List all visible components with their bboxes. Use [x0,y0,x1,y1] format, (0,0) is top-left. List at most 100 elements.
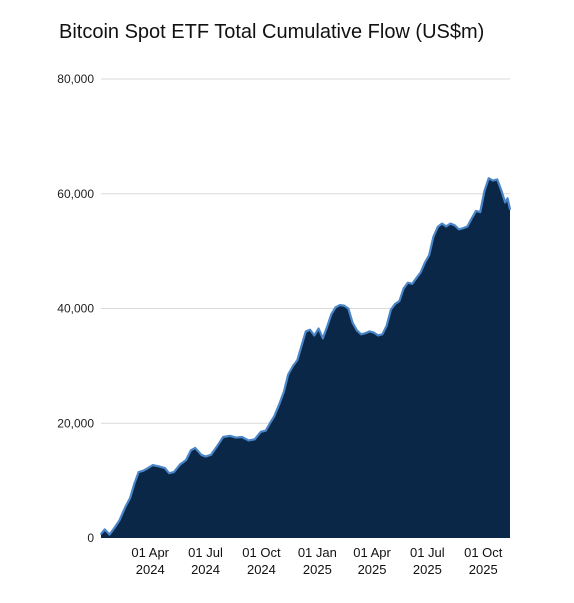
data-point [381,333,384,336]
data-point [124,506,127,508]
data-point [496,178,499,181]
data-point [407,281,409,284]
data-point [394,303,397,305]
x-tick-label-month: 01 Oct [464,545,503,560]
data-point [118,519,121,522]
data-point [347,307,350,310]
x-tick-label-year: 2024 [247,562,276,577]
data-point [355,329,358,332]
data-point [483,189,486,192]
data-point [487,177,490,180]
data-point [504,201,507,204]
data-point [253,438,256,441]
y-tick-label: 0 [87,531,94,545]
data-point [142,469,144,472]
data-point [292,364,294,367]
chart-title: Bitcoin Spot ETF Total Cumulative Flow (… [59,21,485,43]
data-point [458,228,460,231]
data-point [100,533,102,535]
data-point [466,225,469,228]
data-point [402,287,405,290]
y-axis-ticks: 0 20,000 40,000 60,000 80,000 [57,72,94,545]
data-point [313,334,316,337]
data-point [330,313,333,316]
data-point [351,321,354,324]
data-point [398,300,401,302]
data-point [500,189,503,192]
x-tick-label-month: 01 Apr [353,545,391,560]
data-point [372,331,375,334]
data-point [278,402,281,405]
x-tick-label-year: 2025 [469,562,498,577]
data-point [235,436,237,439]
data-point [309,328,311,331]
data-point [326,325,328,328]
data-point [377,334,380,337]
data-point [108,533,111,536]
data-point [179,463,181,466]
x-tick-label-month: 01 Apr [131,545,169,560]
data-point [453,224,456,227]
data-point [222,436,225,438]
data-point [204,455,207,458]
data-point [112,527,115,530]
data-point [103,528,106,531]
data-point [300,344,303,347]
data-point [428,254,431,257]
data-point [173,471,175,473]
data-point [317,327,320,330]
data-point [475,210,477,212]
data-point [241,436,243,438]
x-tick-label-year: 2025 [358,562,387,577]
data-point [264,429,267,432]
x-tick-label-month: 01 Jan [298,545,337,560]
data-point [436,226,439,228]
data-point [129,496,132,499]
y-tick-label: 40,000 [57,302,94,316]
data-point [259,430,262,433]
data-point [304,330,307,333]
data-point [210,453,212,456]
y-tick-label: 20,000 [57,416,94,430]
data-point [424,261,426,264]
data-point [133,482,136,485]
data-point [190,449,192,452]
series-area-fill [101,178,510,538]
data-point [389,308,392,311]
series-area [100,177,512,538]
data-point [509,208,511,211]
data-point [273,415,276,418]
x-tick-label-year: 2024 [136,562,165,577]
x-axis-ticks: 01 Apr 2024 01 Jul 2024 01 Oct 2024 01 Jan 2025… [131,545,502,577]
data-point [157,465,160,468]
data-point [479,211,482,214]
data-point [470,217,473,220]
data-point [137,471,140,473]
data-point [228,434,231,437]
x-tick-label-year: 2025 [413,562,442,577]
data-point [194,447,197,449]
data-point [334,306,337,309]
data-point [247,439,250,442]
x-tick-label-month: 01 Oct [242,545,281,560]
x-tick-label-year: 2025 [303,562,332,577]
data-point [419,271,422,274]
data-point [296,359,299,362]
data-point [200,453,203,456]
y-tick-label: 80,000 [57,72,94,86]
data-point [338,304,341,306]
data-point [216,445,218,448]
data-point [368,330,371,333]
x-tick-label-month: 01 Jul [188,545,223,560]
data-point [449,222,452,225]
data-point [385,324,388,327]
data-point [168,472,170,475]
data-point [151,464,154,467]
data-point [146,467,149,470]
data-point [283,390,285,393]
data-point [506,197,509,200]
data-point [462,227,465,230]
data-point [287,373,290,376]
data-point [321,337,324,340]
